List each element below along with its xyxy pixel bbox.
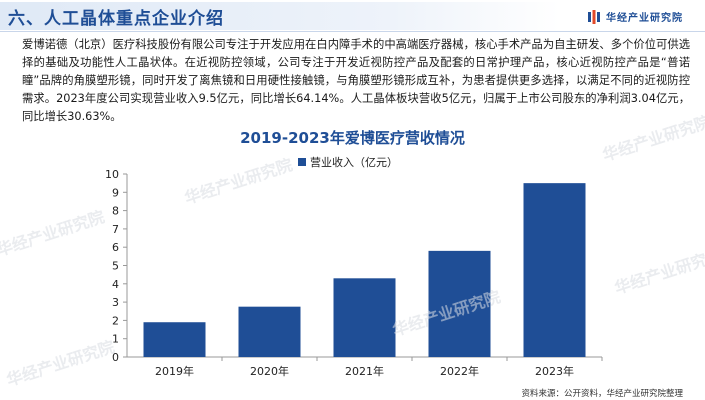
brand-name: 华经产业研究院: [606, 13, 683, 24]
x-tick-label: 2022年: [440, 364, 479, 378]
company-description: 爱博诺德（北京）医疗科技股份有限公司专注于开发应用在白内障手术的中高端医疗器械，…: [22, 38, 690, 123]
y-tick-label: 8: [112, 205, 119, 218]
y-tick-label: 6: [112, 241, 119, 254]
brand-logo-icon: [588, 9, 600, 24]
header-divider: [0, 31, 705, 32]
brand: 华经产业研究院: [588, 9, 683, 24]
source-note: 资料来源：公开资料，华经产业研究院整理: [521, 389, 683, 399]
legend-swatch: [298, 158, 306, 166]
revenue-bar-chart: 营业收入（亿元） 0 1 2 3 4 5 6 7 8 9 10 2019年 2020年 2021年 2022年…: [105, 155, 603, 378]
y-tick-label: 4: [112, 278, 119, 291]
y-tick-label: 10: [105, 168, 119, 181]
y-tick-label: 7: [112, 223, 119, 236]
y-tick-label: 5: [112, 260, 119, 273]
x-tick-label: 2019年: [155, 364, 194, 378]
y-tick-label: 0: [112, 351, 119, 364]
page-title: 六、人工晶体重点企业介绍: [8, 9, 224, 29]
bar: [523, 183, 586, 357]
x-tick-label: 2020年: [250, 364, 289, 378]
chart-title: 2019-2023年爱博医疗营收情况: [240, 129, 465, 147]
y-tick-label: 3: [112, 296, 119, 309]
header-band: [0, 2, 560, 30]
x-tick-label: 2023年: [535, 364, 574, 378]
y-tick-label: 9: [112, 186, 119, 199]
x-tick-label: 2021年: [345, 364, 384, 378]
y-tick-label: 1: [112, 333, 119, 346]
bar: [143, 322, 206, 357]
page-header: 六、人工晶体重点企业介绍 华经产业研究院: [0, 0, 705, 32]
bar: [428, 250, 491, 357]
y-tick-label: 2: [112, 314, 119, 327]
legend-label: 营业收入（亿元）: [310, 155, 398, 169]
bar: [333, 278, 396, 357]
bar: [238, 306, 301, 357]
